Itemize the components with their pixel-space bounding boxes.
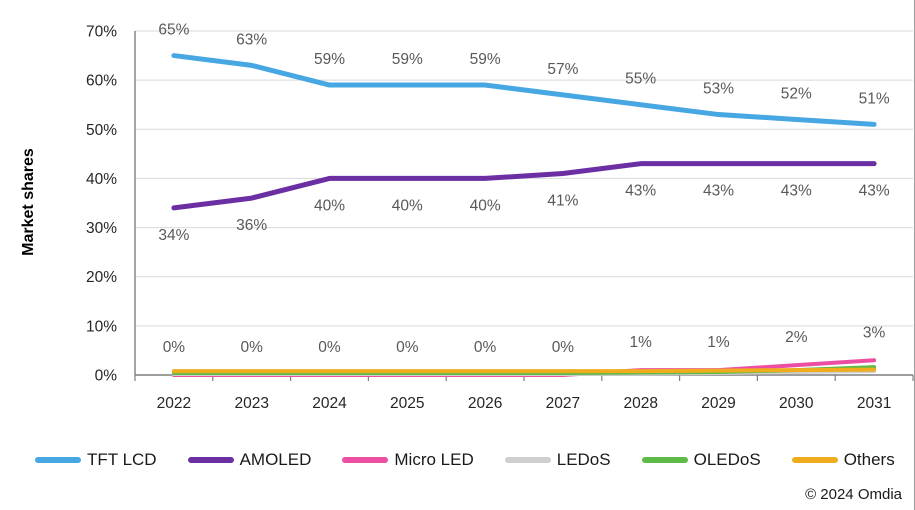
data-label-amoled: 40% — [470, 197, 501, 214]
legend-marker-tft-lcd — [35, 457, 81, 463]
x-axis-tick-label: 2030 — [779, 395, 814, 412]
data-label-amoled: 40% — [392, 197, 423, 214]
data-label-amoled: 43% — [625, 183, 656, 200]
x-axis-tick-label: 2026 — [468, 395, 502, 412]
data-label-amoled: 36% — [236, 217, 267, 234]
legend-item-amoled: AMOLED — [187, 450, 312, 470]
legend-label-ledos: LEDoS — [556, 450, 611, 469]
x-axis-tick-label: 2031 — [857, 395, 891, 412]
x-axis-tick-label: 2022 — [157, 395, 191, 412]
data-label-tft-lcd: 55% — [625, 71, 656, 88]
data-label-micro-led: 0% — [474, 339, 497, 356]
data-label-tft-lcd: 65% — [158, 22, 189, 39]
x-axis-tick-label: 2028 — [623, 395, 657, 412]
data-label-tft-lcd: 63% — [236, 31, 267, 48]
series-line-tft-lcd — [171, 53, 877, 127]
data-label-micro-led: 0% — [163, 339, 186, 356]
y-axis-tick-label: 40% — [86, 171, 117, 188]
chart-legend: TFT LCD AMOLED Micro LED LEDoS OLEDoS Others — [35, 446, 895, 474]
series-line-others — [171, 367, 877, 374]
series-line-amoled — [171, 161, 877, 211]
data-label-tft-lcd: 51% — [859, 90, 890, 107]
y-axis-tick-label: 30% — [86, 220, 117, 237]
legend-item-others: Others — [791, 450, 895, 470]
data-label-amoled: 41% — [547, 193, 578, 210]
y-axis-title: Market shares — [20, 148, 37, 256]
copyright-text: © 2024 Omdia — [805, 486, 902, 503]
legend-item-micro-led: Micro LED — [342, 450, 474, 470]
legend-marker-others — [791, 457, 838, 463]
legend-label-others: Others — [843, 450, 895, 469]
data-label-tft-lcd: 52% — [781, 85, 812, 102]
legend-label-tft-lcd: TFT LCD — [87, 450, 157, 469]
data-label-amoled: 40% — [314, 197, 345, 214]
legend-label-amoled: AMOLED — [239, 450, 312, 469]
legend-label-micro-led: Micro LED — [394, 450, 474, 469]
data-label-tft-lcd: 57% — [547, 61, 578, 78]
x-axis-tick-label: 2029 — [701, 395, 735, 412]
y-axis-tick-label: 0% — [95, 368, 118, 385]
x-axis-tick-label: 2027 — [546, 395, 580, 412]
y-axis-tick-label: 50% — [86, 122, 117, 139]
market-shares-line-chart: 0% 10% 20% 30% 40% 50% 60% 70% 2022 2023 2024 2025 2… — [20, 22, 914, 412]
data-label-amoled: 43% — [859, 183, 890, 200]
data-label-micro-led: 3% — [863, 324, 886, 341]
legend-marker-amoled — [187, 457, 234, 463]
data-label-micro-led: 0% — [318, 339, 341, 356]
y-axis-tick-label: 10% — [86, 318, 117, 335]
data-label-amoled: 34% — [158, 227, 189, 244]
legend-label-oledos: OLEDoS — [693, 450, 761, 469]
legend-item-oledos: OLEDoS — [641, 450, 761, 470]
x-axis-tick-label: 2024 — [312, 395, 347, 412]
data-label-amoled: 43% — [703, 183, 734, 200]
data-label-micro-led: 1% — [707, 334, 730, 351]
data-label-micro-led: 0% — [396, 339, 419, 356]
data-label-tft-lcd: 59% — [392, 51, 423, 68]
y-axis-tick-label: 60% — [86, 73, 117, 90]
data-label-amoled: 43% — [781, 183, 812, 200]
x-axis-tick-label: 2025 — [390, 395, 424, 412]
legend-marker-oledos — [641, 457, 688, 463]
legend-item-ledos: LEDoS — [504, 450, 611, 470]
y-axis-tick-label: 70% — [86, 24, 117, 41]
legend-marker-ledos — [504, 457, 551, 463]
data-label-micro-led: 2% — [785, 329, 808, 346]
data-label-tft-lcd: 59% — [470, 51, 501, 68]
data-label-micro-led: 0% — [552, 339, 575, 356]
legend-marker-micro-led — [342, 457, 389, 463]
y-axis-tick-label: 20% — [86, 269, 117, 286]
data-label-micro-led: 1% — [629, 334, 652, 351]
x-axis-tick-label: 2023 — [234, 395, 268, 412]
data-label-micro-led: 0% — [240, 339, 263, 356]
data-label-tft-lcd: 59% — [314, 51, 345, 68]
data-label-tft-lcd: 53% — [703, 81, 734, 98]
legend-item-tft-lcd: TFT LCD — [35, 450, 157, 470]
